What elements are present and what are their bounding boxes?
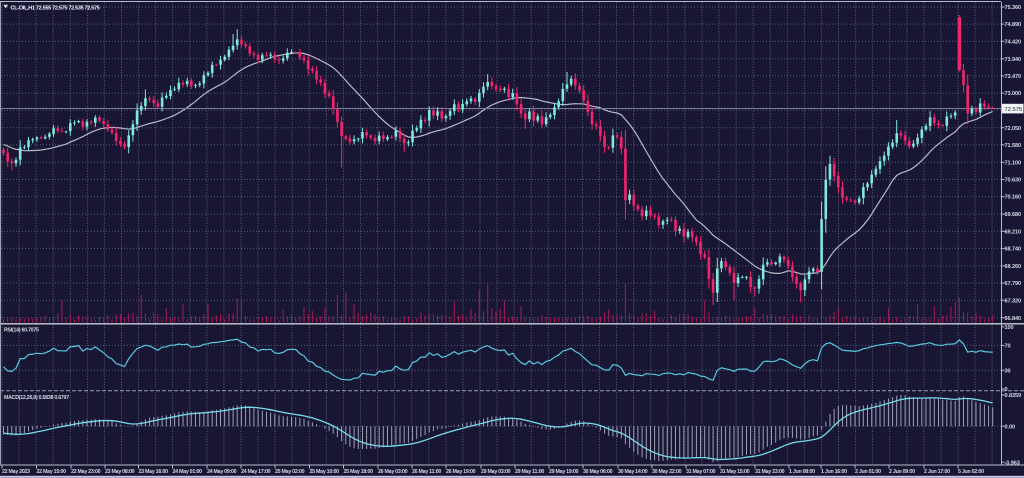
svg-text:25 May 02:00: 25 May 02:00: [275, 469, 305, 475]
svg-text:MACD(12,26,9) 0.5838 0.6797: MACD(12,26,9) 0.5838 0.6797: [4, 395, 69, 401]
svg-text:29 May 19:00: 29 May 19:00: [549, 469, 579, 475]
svg-text:23 May 16:00: 23 May 16:00: [139, 469, 169, 475]
svg-text:-0.963: -0.963: [1005, 460, 1020, 466]
svg-text:0: 0: [1005, 387, 1008, 393]
svg-text:26 May 03:00: 26 May 03:00: [378, 469, 408, 475]
svg-text:74.890: 74.890: [1005, 22, 1022, 28]
svg-text:69.680: 69.680: [1005, 212, 1022, 218]
svg-text:70: 70: [1005, 344, 1011, 350]
svg-text:0.00: 0.00: [1005, 424, 1016, 430]
svg-text:22 May 15:00: 22 May 15:00: [37, 469, 67, 475]
svg-text:68.740: 68.740: [1005, 247, 1022, 253]
svg-text:1 Jun 16:00: 1 Jun 16:00: [821, 469, 847, 475]
svg-text:26 May 11:00: 26 May 11:00: [412, 469, 441, 475]
svg-text:67.790: 67.790: [1005, 281, 1022, 287]
svg-text:73.470: 73.470: [1005, 74, 1022, 80]
svg-text:RSI(14) 60.7075: RSI(14) 60.7075: [4, 327, 39, 333]
svg-text:2 Jun 17:00: 2 Jun 17:00: [924, 469, 950, 475]
svg-text:22 May 23:00: 22 May 23:00: [71, 469, 101, 475]
svg-text:24 May 17:00: 24 May 17:00: [241, 469, 271, 475]
svg-text:67.320: 67.320: [1005, 298, 1022, 304]
svg-text:25 May 10:00: 25 May 10:00: [310, 469, 340, 475]
svg-text:CL-OIL,H1 72.555 72.575 72.535: CL-OIL,H1 72.555 72.575 72.535 72.575: [11, 5, 100, 11]
svg-text:71.580: 71.580: [1005, 143, 1022, 149]
svg-text:2 Jun 01:00: 2 Jun 01:00: [855, 469, 881, 475]
svg-text:5 Jun 02:00: 5 Jun 02:00: [958, 469, 984, 475]
svg-text:73.000: 73.000: [1005, 91, 1022, 97]
svg-text:70.160: 70.160: [1005, 195, 1022, 201]
svg-text:73.940: 73.940: [1005, 57, 1022, 63]
svg-text:30: 30: [1005, 368, 1011, 374]
svg-text:22 May 2023: 22 May 2023: [2, 469, 30, 475]
svg-text:30 May 14:00: 30 May 14:00: [618, 469, 648, 475]
svg-text:23 May 08:00: 23 May 08:00: [105, 469, 135, 475]
svg-text:69.210: 69.210: [1005, 229, 1022, 235]
svg-text:29 May 11:00: 29 May 11:00: [515, 469, 544, 475]
svg-text:31 May 07:00: 31 May 07:00: [686, 469, 716, 475]
svg-text:68.260: 68.260: [1005, 264, 1022, 270]
svg-text:100: 100: [1005, 325, 1014, 331]
svg-text:71.100: 71.100: [1005, 160, 1022, 166]
svg-text:24 May 09:00: 24 May 09:00: [207, 469, 237, 475]
svg-text:25 May 18:00: 25 May 18:00: [344, 469, 374, 475]
svg-text:70.630: 70.630: [1005, 178, 1022, 184]
svg-text:26 May 19:00: 26 May 19:00: [446, 469, 476, 475]
svg-text:29 May 03:00: 29 May 03:00: [481, 469, 511, 475]
svg-text:72.050: 72.050: [1005, 126, 1022, 132]
svg-text:30 May 06:00: 30 May 06:00: [583, 469, 613, 475]
svg-text:24 May 01:00: 24 May 01:00: [173, 469, 203, 475]
svg-text:75.360: 75.360: [1005, 5, 1022, 11]
svg-text:2 Jun 09:00: 2 Jun 09:00: [889, 469, 915, 475]
svg-text:72.575: 72.575: [1005, 107, 1023, 113]
svg-text:30 May 22:00: 30 May 22:00: [652, 469, 682, 475]
svg-text:31 May 15:00: 31 May 15:00: [720, 469, 750, 475]
svg-text:0.8359: 0.8359: [1005, 393, 1022, 399]
svg-text:66.840: 66.840: [1005, 316, 1022, 322]
svg-text:31 May 23:00: 31 May 23:00: [755, 469, 785, 475]
svg-text:1 Jun 08:00: 1 Jun 08:00: [789, 469, 815, 475]
svg-text:74.420: 74.420: [1005, 39, 1022, 45]
